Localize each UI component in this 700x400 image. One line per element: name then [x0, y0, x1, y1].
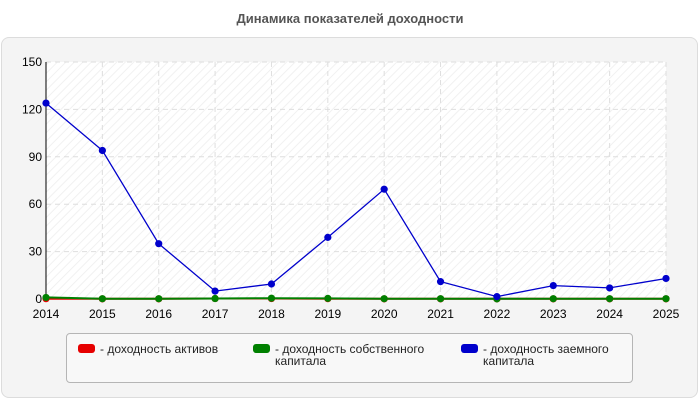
series-line-2 — [45, 102, 667, 298]
x-tick-label: 2015 — [89, 307, 116, 321]
data-point-series-1 — [606, 295, 614, 303]
y-tick-label: 90 — [29, 150, 43, 164]
x-tick-label: 2019 — [314, 307, 341, 321]
data-point-series-1 — [211, 294, 219, 303]
x-tick-label: 2020 — [371, 307, 398, 321]
series-line-1 — [45, 296, 666, 300]
legend-label-assets: - доходность активов — [100, 342, 219, 356]
x-tick-label: 2022 — [484, 307, 511, 321]
y-tick-label: 150 — [22, 55, 42, 69]
data-point-series-1 — [662, 295, 670, 303]
data-point-series-2 — [155, 240, 163, 248]
legend-swatch-equity — [253, 344, 270, 353]
data-point-series-2 — [42, 99, 50, 107]
data-point-series-2 — [436, 278, 445, 286]
legend-label-borrowed: - доходность заемного капитала — [483, 342, 609, 368]
x-tick-label: 2023 — [540, 307, 567, 321]
y-tick-label: 120 — [22, 102, 42, 116]
data-point-series-1 — [436, 295, 445, 303]
chart-title: Динамика показателей доходности — [236, 11, 464, 26]
tick-labels: 0 30 60 90 120 150 2014 2015 2016 2017 2018 2019 202… — [22, 55, 680, 321]
series-points — [42, 99, 670, 303]
data-point-series-2 — [324, 233, 332, 241]
legend: - доходность активов - доходность собств… — [66, 333, 633, 383]
series-lines — [45, 102, 667, 300]
legend-swatch-borrowed — [461, 344, 478, 353]
data-point-series-2 — [493, 293, 501, 301]
data-point-series-1 — [380, 295, 388, 303]
data-point-series-1 — [549, 295, 557, 303]
data-point-series-2 — [98, 146, 106, 155]
x-tick-label: 2016 — [145, 307, 172, 321]
y-tick-label: 60 — [29, 197, 43, 211]
data-point-series-2 — [380, 185, 388, 193]
data-point-series-2 — [211, 287, 219, 295]
x-tick-label: 2017 — [202, 307, 229, 321]
plot-area — [46, 62, 666, 299]
x-tick-label: 2018 — [258, 307, 285, 321]
data-point-series-2 — [267, 280, 276, 288]
x-tick-label: 2024 — [596, 307, 623, 321]
data-point-series-1 — [42, 293, 50, 302]
legend-item-borrowed: - доходность заемного капитала — [461, 343, 631, 367]
legend-item-assets: - доходность активов — [78, 343, 248, 355]
data-point-series-2 — [606, 284, 614, 292]
data-point-series-1 — [324, 294, 332, 302]
y-tick-label: 30 — [29, 245, 43, 259]
x-tick-label: 2025 — [653, 307, 680, 321]
y-tick-label: 0 — [35, 292, 42, 306]
data-point-series-2 — [549, 281, 557, 290]
data-point-series-1 — [155, 295, 163, 303]
legend-label-equity: - доходность собственного капитала — [275, 342, 425, 368]
legend-swatch-assets — [78, 344, 95, 353]
x-tick-label: 2021 — [427, 307, 454, 321]
x-tick-label: 2014 — [33, 307, 60, 321]
data-point-series-1 — [267, 294, 276, 302]
data-point-series-2 — [662, 274, 670, 283]
legend-item-equity: - доходность собственного капитала — [253, 343, 453, 367]
data-point-series-1 — [98, 295, 106, 303]
grid-lines — [46, 61, 667, 299]
